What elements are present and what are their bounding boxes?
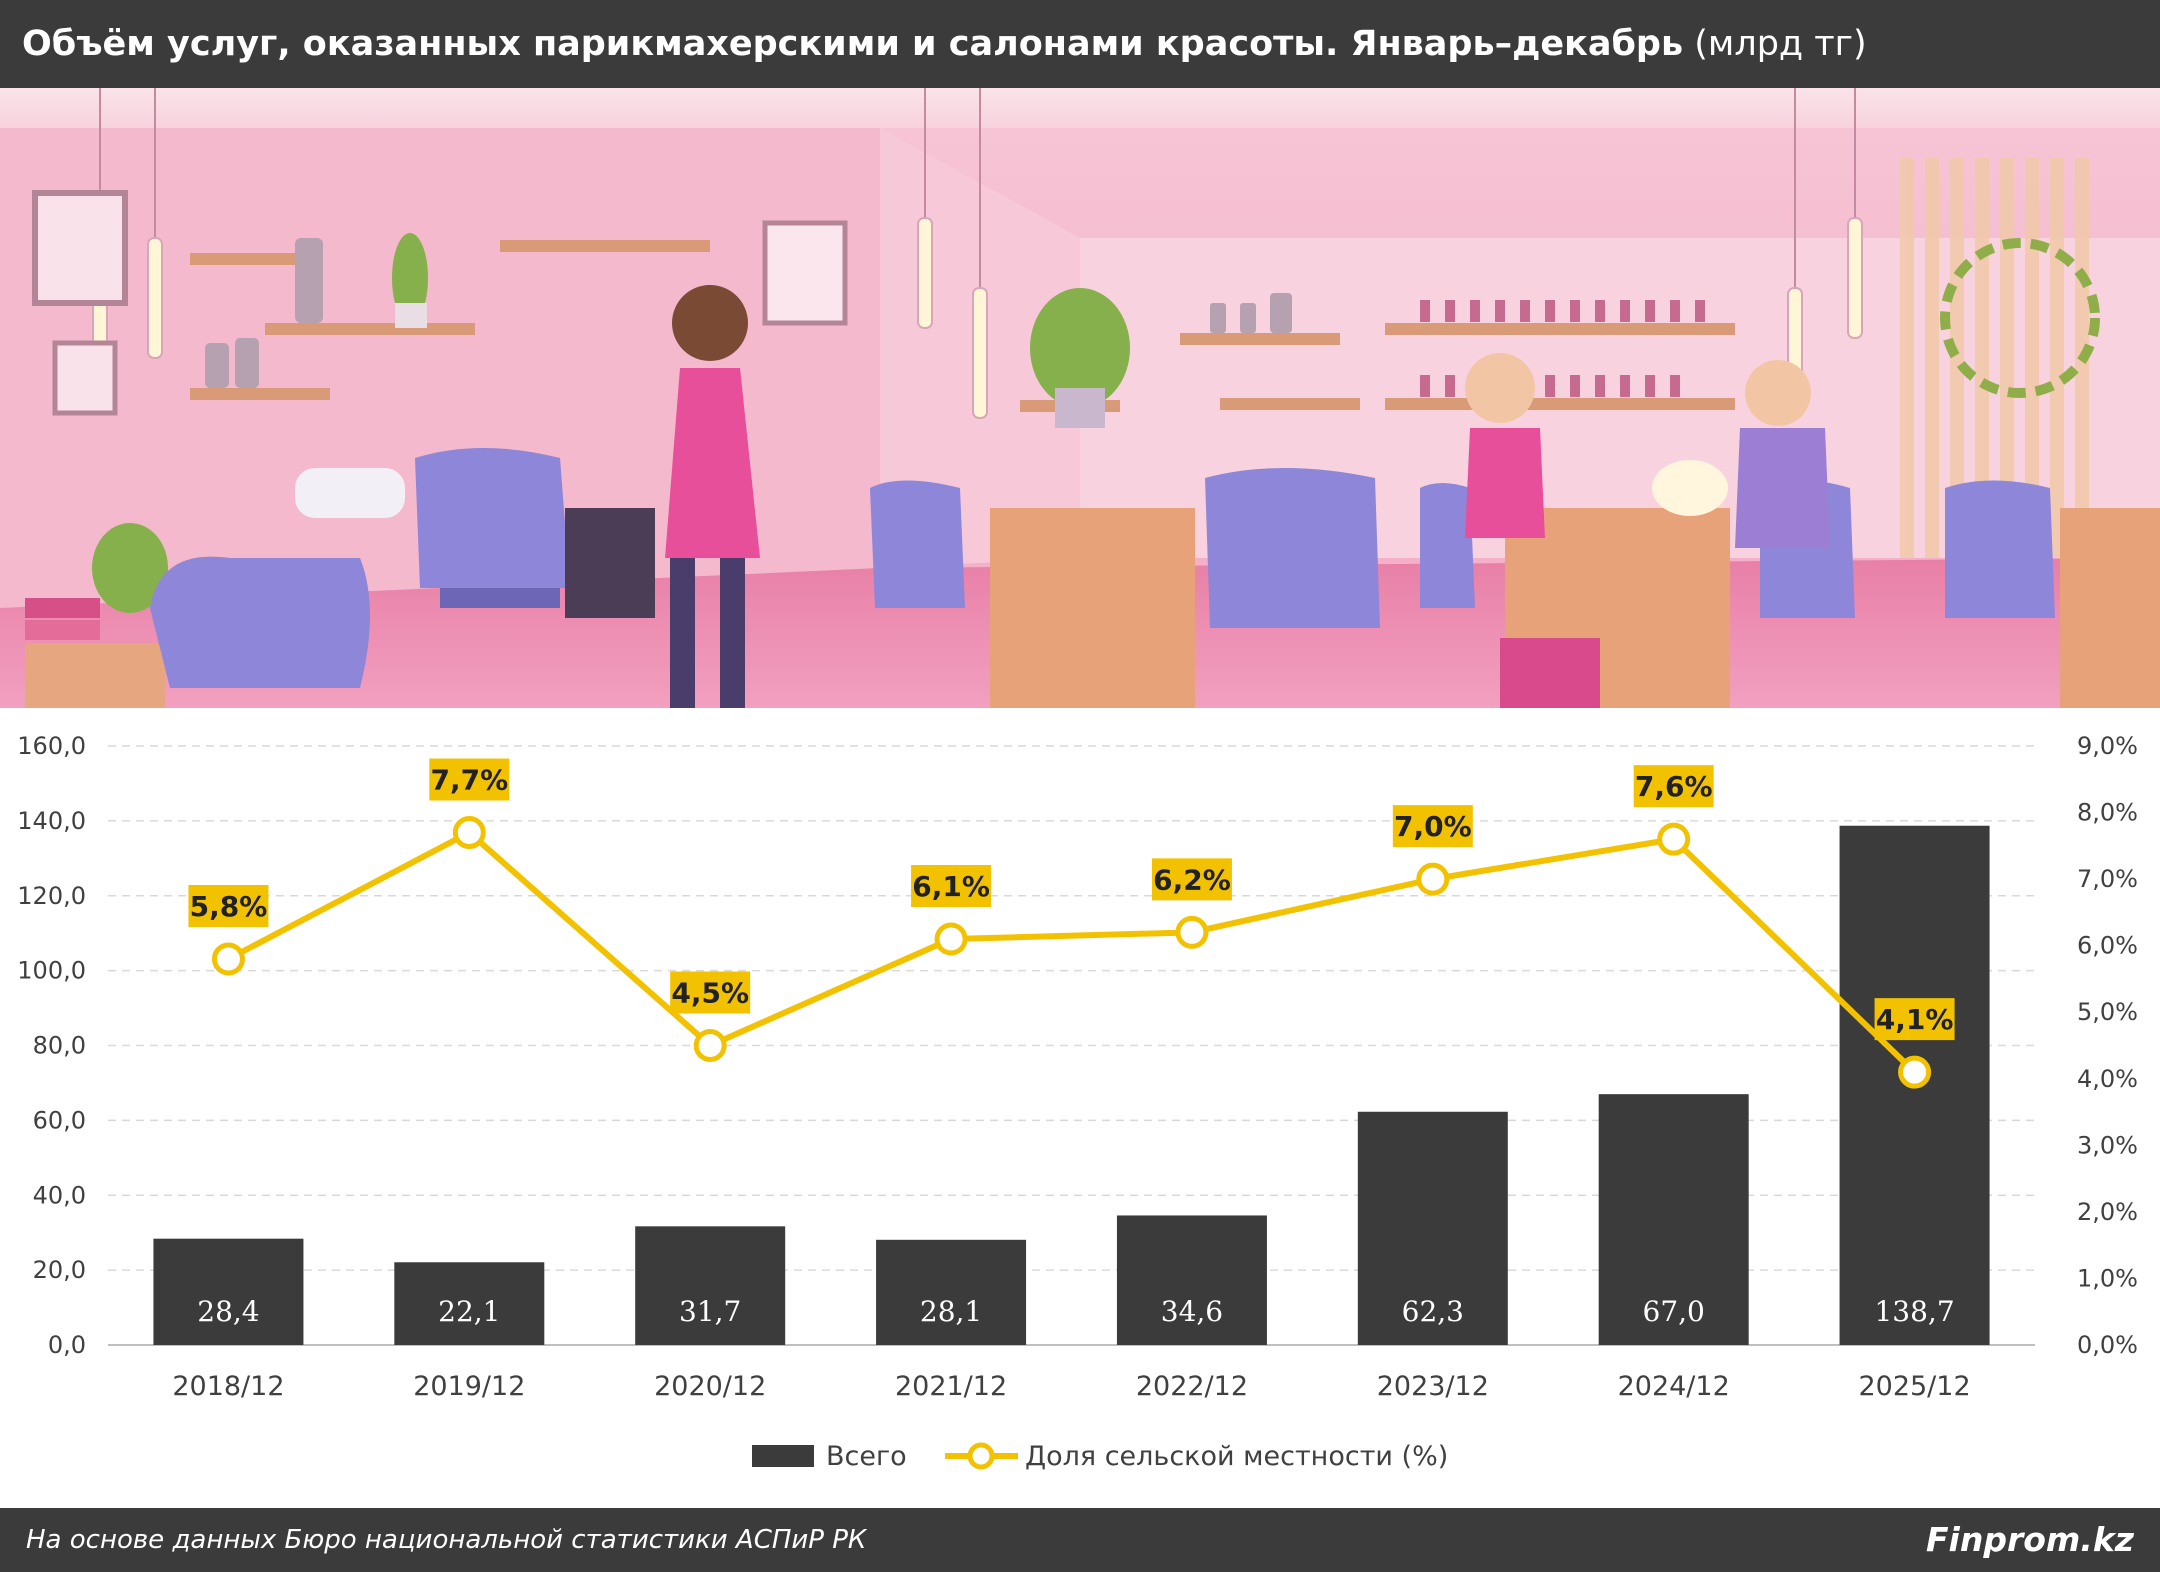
y-right-tick-label: 6,0% bbox=[2077, 932, 2138, 960]
y-right-tick-label: 2,0% bbox=[2077, 1198, 2138, 1226]
line-point bbox=[1416, 862, 1450, 896]
y-axis-left: 0,0 20,0 40,0 60,0 80,0 100,0 120,0 140,0 160,0 bbox=[17, 732, 86, 1359]
y-right-tick-label: 9,0% bbox=[2077, 732, 2138, 760]
x-tick-label: 2025/12 bbox=[1858, 1371, 1970, 1402]
point-label-box bbox=[188, 884, 269, 927]
bar-value-label: 31,7 bbox=[679, 1295, 741, 1328]
bar-value-label: 34,6 bbox=[1161, 1295, 1223, 1328]
bar-value-label: 28,1 bbox=[920, 1295, 982, 1328]
footer-bar: На основе данных Бюро национальной стати… bbox=[0, 1508, 2160, 1572]
chart-title-main: Объём услуг, оказанных парикмахерскими и… bbox=[22, 24, 1684, 64]
chart-title-unit: (млрд тг) bbox=[1694, 24, 1867, 64]
x-tick-label: 2019/12 bbox=[413, 1371, 525, 1402]
point-label-box bbox=[429, 758, 510, 801]
point-label-box bbox=[670, 971, 751, 1014]
point-value-label: 6,1% bbox=[912, 870, 990, 903]
line-point bbox=[934, 922, 968, 956]
point-value-label: 6,2% bbox=[1153, 863, 1231, 896]
point-label-box bbox=[1151, 858, 1232, 901]
bar-series: 28,4 22,1 31,7 28,1 34,6 62,3 67,0 138,7 bbox=[153, 825, 1990, 1345]
y-right-tick-label: 0,0% bbox=[2077, 1331, 2138, 1359]
legend: Всего Доля сельской местности (%) bbox=[752, 1441, 1448, 1472]
line-path bbox=[227, 829, 1917, 1075]
beauty-salon-illustration bbox=[0, 88, 2160, 708]
bar bbox=[635, 1226, 786, 1345]
y-left-tick-label: 100,0 bbox=[17, 957, 86, 985]
header-bar: Объём услуг, оказанных парикмахерскими и… bbox=[0, 0, 2160, 88]
y-left-tick-label: 120,0 bbox=[17, 882, 86, 910]
legend-label-bar: Всего bbox=[826, 1441, 907, 1472]
x-tick-label: 2024/12 bbox=[1618, 1371, 1730, 1402]
legend-label-line: Доля сельской местности (%) bbox=[1025, 1441, 1448, 1472]
brand-logo: Finprom.kz bbox=[1926, 1520, 2134, 1559]
bar-value-label: 22,1 bbox=[438, 1295, 500, 1328]
y-left-tick-label: 20,0 bbox=[33, 1256, 86, 1284]
bar-value-label: 28,4 bbox=[197, 1295, 259, 1328]
y-right-tick-label: 1,0% bbox=[2077, 1264, 2138, 1292]
line-point bbox=[211, 942, 245, 976]
y-right-tick-label: 3,0% bbox=[2077, 1131, 2138, 1159]
point-label-box bbox=[1874, 998, 1955, 1041]
point-label-box bbox=[1633, 765, 1714, 808]
chart-area: 0,020,040,060,080,0100,0120,0140,0160,0 … bbox=[17, 732, 2138, 1472]
point-label-box bbox=[911, 865, 992, 908]
point-value-label: 4,5% bbox=[671, 977, 749, 1010]
bar bbox=[1598, 1094, 1749, 1345]
point-value-label: 7,0% bbox=[1394, 810, 1472, 843]
point-value-label: 7,6% bbox=[1635, 770, 1713, 803]
bar bbox=[1116, 1215, 1267, 1345]
x-tick-label: 2021/12 bbox=[895, 1371, 1007, 1402]
line-point bbox=[452, 816, 486, 850]
bar bbox=[153, 1238, 304, 1345]
chart-title: Объём услуг, оказанных парикмахерскими и… bbox=[22, 0, 1867, 88]
point-value-label: 5,8% bbox=[190, 890, 268, 923]
bar-value-label: 138,7 bbox=[1874, 1295, 1954, 1328]
legend-swatch-bar bbox=[752, 1445, 814, 1467]
x-tick-label: 2023/12 bbox=[1377, 1371, 1489, 1402]
line-point bbox=[693, 1029, 727, 1062]
bar-value-label: 62,3 bbox=[1402, 1295, 1464, 1328]
line-series: 5,8% 7,7% 4,5% 6,1% 6,2% 7,0% 7,6% 4,1% bbox=[188, 758, 1955, 1089]
x-tick-label: 2022/12 bbox=[1136, 1371, 1248, 1402]
y-axis-right: 0,0% 1,0% 2,0% 3,0% 4,0% 5,0% 6,0% 7,0% 8,0% 9,0% bbox=[2077, 732, 2138, 1359]
line-point bbox=[1657, 822, 1691, 856]
y-left-tick-label: 60,0 bbox=[33, 1106, 86, 1134]
x-tick-label: 2018/12 bbox=[172, 1371, 284, 1402]
bar bbox=[876, 1239, 1027, 1345]
point-value-label: 4,1% bbox=[1876, 1003, 1954, 1036]
y-right-tick-label: 5,0% bbox=[2077, 998, 2138, 1026]
y-left-tick-label: 40,0 bbox=[33, 1181, 86, 1209]
y-right-tick-label: 8,0% bbox=[2077, 799, 2138, 827]
x-axis: 2018/12 2019/12 2020/12 2021/12 2022/12 2023/… bbox=[172, 1371, 1970, 1402]
y-right-tick-label: 4,0% bbox=[2077, 1065, 2138, 1093]
bar bbox=[1357, 1111, 1508, 1345]
point-label-box bbox=[1392, 805, 1473, 848]
bar bbox=[394, 1262, 545, 1345]
x-tick-label: 2020/12 bbox=[654, 1371, 766, 1402]
line-point bbox=[1898, 1055, 1932, 1089]
y-left-tick-label: 80,0 bbox=[33, 1032, 86, 1060]
legend-swatch-marker bbox=[967, 1442, 995, 1470]
y-left-tick-label: 140,0 bbox=[17, 807, 86, 835]
bar-value-label: 67,0 bbox=[1643, 1295, 1705, 1328]
point-value-label: 7,7% bbox=[430, 764, 508, 797]
y-left-tick-label: 160,0 bbox=[17, 732, 86, 760]
source-note: На основе данных Бюро национальной стати… bbox=[26, 1525, 867, 1555]
y-left-tick-label: 0,0 bbox=[48, 1331, 86, 1359]
y-right-tick-label: 7,0% bbox=[2077, 865, 2138, 893]
line-point bbox=[1175, 915, 1209, 949]
